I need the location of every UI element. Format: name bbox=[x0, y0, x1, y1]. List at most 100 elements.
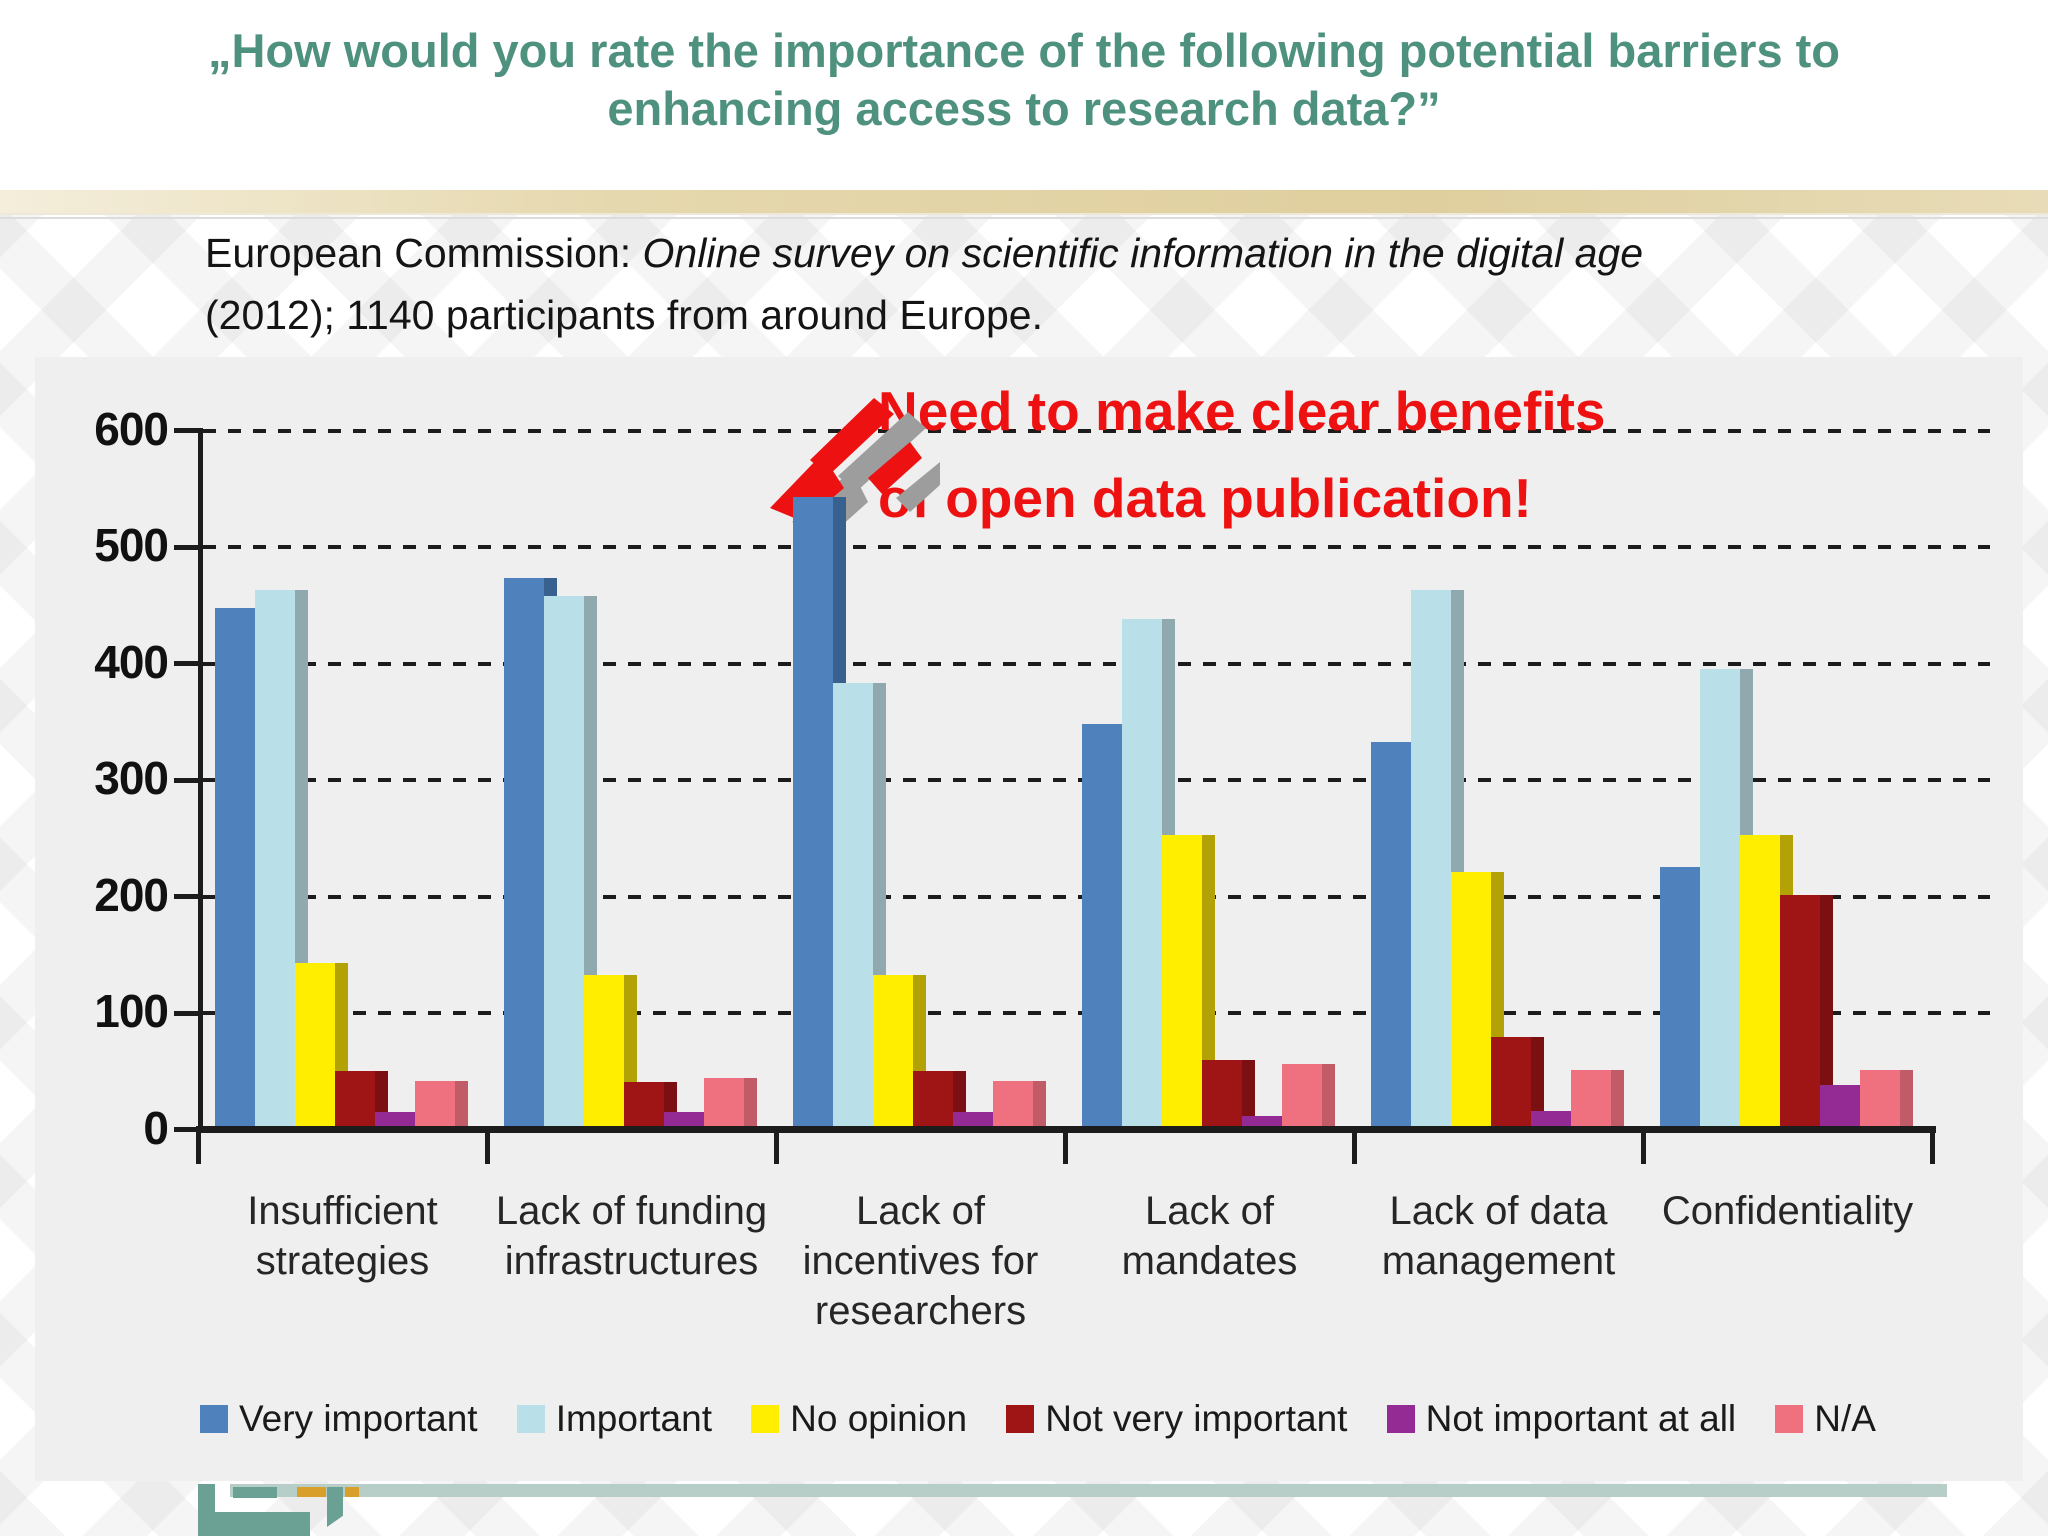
bar-not-very-important bbox=[913, 1071, 953, 1126]
bar-no-opinion bbox=[584, 975, 624, 1126]
y-axis-label: 600 bbox=[94, 402, 169, 455]
legend-label: Very important bbox=[239, 1398, 478, 1439]
category-label-line: Lack of data bbox=[1389, 1189, 1608, 1233]
bar-not-very-important bbox=[1491, 1037, 1531, 1126]
x-axis-tick bbox=[774, 1126, 779, 1164]
legend-item: No opinion bbox=[751, 1398, 967, 1440]
category-label: Insufficient strategies bbox=[138, 1186, 547, 1286]
bar-no-opinion bbox=[873, 975, 913, 1126]
bar-side-not-very-important bbox=[1820, 895, 1833, 1126]
bar-no-opinion bbox=[1162, 835, 1202, 1126]
y-axis-tick bbox=[174, 1010, 198, 1016]
category-label: Lack of mandates bbox=[1005, 1186, 1414, 1286]
legend-item: N/A bbox=[1775, 1398, 1876, 1440]
legend-label: Not important at all bbox=[1425, 1398, 1737, 1439]
bar-n-a bbox=[1571, 1070, 1611, 1126]
category-label-line: management bbox=[1381, 1239, 1616, 1283]
bar-not-important-at-all bbox=[1820, 1085, 1860, 1126]
category-label-line: strategies bbox=[255, 1239, 430, 1283]
category-label: Lack of data management bbox=[1294, 1186, 1703, 1286]
bar-n-a bbox=[993, 1081, 1033, 1126]
legend-item: Very important bbox=[200, 1398, 478, 1440]
gridline-400 bbox=[203, 661, 1990, 666]
x-axis-tick bbox=[1352, 1126, 1357, 1164]
bar-not-important-at-all bbox=[1531, 1111, 1571, 1126]
bar-side-not-very-important bbox=[1531, 1037, 1544, 1126]
legend-swatch-icon bbox=[1006, 1405, 1035, 1433]
y-axis-line bbox=[198, 428, 203, 1133]
bar-no-opinion bbox=[1740, 835, 1780, 1126]
source-survey-title: Online survey on scientific information … bbox=[642, 230, 1644, 276]
slide-title: „How would you rate the importance of th… bbox=[207, 24, 1841, 135]
category-label-line: researchers bbox=[814, 1289, 1027, 1333]
legend-swatch-icon bbox=[200, 1405, 228, 1433]
bar-side-no-opinion bbox=[1202, 835, 1215, 1126]
annotation-line1: Need to make clear benefits bbox=[878, 380, 1606, 442]
legend-swatch-icon bbox=[1775, 1405, 1804, 1433]
logo-mark bbox=[345, 1487, 359, 1497]
bar-very-important bbox=[1660, 867, 1700, 1126]
y-axis-label: 200 bbox=[94, 868, 169, 921]
source-text: European Commission: Online survey on sc… bbox=[205, 222, 1725, 346]
legend-label: No opinion bbox=[790, 1398, 968, 1439]
slide-header: „How would you rate the importance of th… bbox=[0, 0, 2048, 190]
bar-not-important-at-all bbox=[664, 1112, 704, 1126]
bar-side-n-a bbox=[1900, 1070, 1913, 1126]
legend-item: Not very important bbox=[1006, 1398, 1347, 1440]
category-label-line: Lack of bbox=[856, 1189, 985, 1233]
logo-mark bbox=[327, 1487, 343, 1527]
logo-mark bbox=[198, 1512, 310, 1536]
bar-n-a bbox=[1282, 1064, 1322, 1126]
x-axis-tick bbox=[1063, 1126, 1068, 1164]
category-label-line: mandates bbox=[1121, 1239, 1298, 1283]
bar-important bbox=[1411, 590, 1451, 1126]
y-axis-label: 100 bbox=[94, 985, 169, 1037]
y-axis-label: 400 bbox=[94, 635, 169, 688]
bar-very-important bbox=[1082, 724, 1122, 1126]
x-axis-line bbox=[196, 1126, 1936, 1133]
gridline-600 bbox=[203, 428, 1990, 433]
tan-divider-band bbox=[0, 190, 2048, 215]
bar-side-n-a bbox=[1322, 1064, 1335, 1126]
gridline-500 bbox=[203, 545, 1990, 549]
bar-n-a bbox=[415, 1081, 455, 1126]
bar-very-important bbox=[1371, 742, 1411, 1126]
bar-very-important bbox=[504, 578, 544, 1126]
bar-no-opinion bbox=[295, 963, 335, 1126]
bar-not-very-important bbox=[335, 1071, 375, 1126]
bar-n-a bbox=[1860, 1070, 1900, 1126]
x-axis-tick bbox=[196, 1126, 201, 1164]
source-prefix: European Commission: bbox=[205, 230, 643, 276]
bar-not-important-at-all bbox=[1242, 1116, 1282, 1126]
bar-side-n-a bbox=[455, 1081, 468, 1126]
bar-not-important-at-all bbox=[953, 1112, 993, 1126]
category-label: Confidentiality bbox=[1583, 1186, 1992, 1236]
bar-important bbox=[1700, 669, 1740, 1126]
legend-swatch-icon bbox=[1386, 1405, 1415, 1433]
bar-side-n-a bbox=[744, 1078, 757, 1126]
legend-label: Important bbox=[555, 1398, 712, 1439]
category-label-line: Lack of bbox=[1145, 1189, 1274, 1233]
y-axis-label: 0 bbox=[143, 1101, 169, 1154]
category-label-line: incentives for bbox=[802, 1239, 1039, 1283]
y-axis-tick bbox=[174, 894, 198, 899]
category-label: Lack of incentives for researchers bbox=[716, 1186, 1125, 1336]
bar-not-very-important bbox=[1780, 895, 1820, 1126]
divider-underline bbox=[0, 217, 2048, 219]
annotation-line2: of open data publication! bbox=[878, 467, 1532, 529]
y-axis-label: 500 bbox=[94, 519, 169, 571]
x-axis-tick bbox=[485, 1126, 490, 1164]
chart-legend: Very important Important No opinion Not ver… bbox=[200, 1398, 1876, 1440]
category-label-line: infrastructures bbox=[504, 1239, 759, 1283]
y-axis-tick bbox=[174, 1127, 198, 1132]
logo-mark bbox=[233, 1487, 277, 1498]
bar-n-a bbox=[704, 1078, 744, 1126]
bar-side-n-a bbox=[1611, 1070, 1624, 1126]
bar-side-n-a bbox=[1033, 1081, 1046, 1126]
y-axis-tick bbox=[174, 428, 198, 433]
category-label-line: Lack of funding bbox=[495, 1189, 768, 1233]
category-label-line: Confidentiality bbox=[1661, 1189, 1914, 1233]
bar-not-very-important bbox=[1202, 1060, 1242, 1126]
bar-important bbox=[255, 590, 295, 1126]
source-suffix: (2012); 1140 participants from around Eu… bbox=[205, 292, 1043, 338]
